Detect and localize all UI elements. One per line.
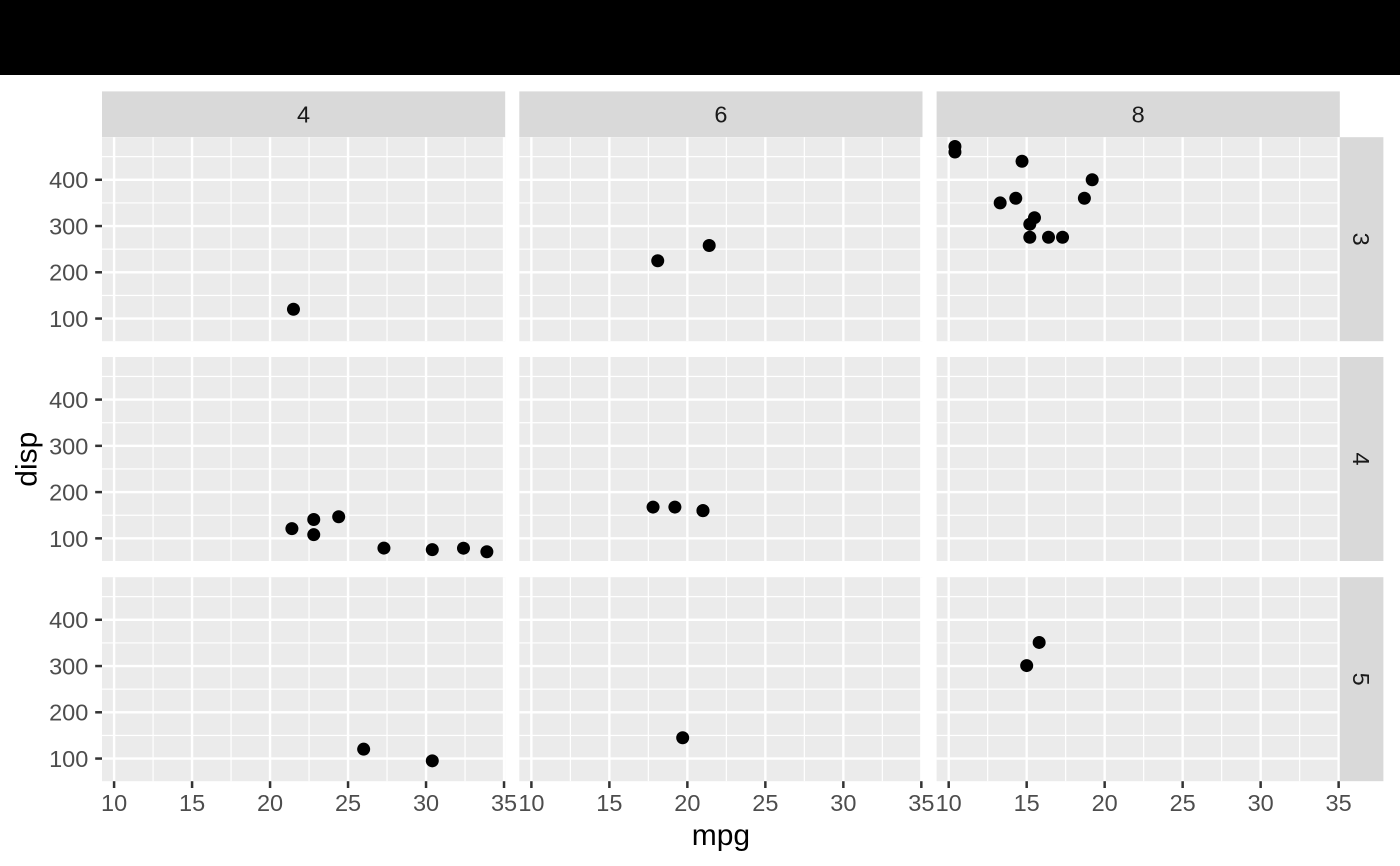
svg-text:3: 3 — [1348, 233, 1374, 246]
svg-text:35: 35 — [1326, 790, 1352, 816]
svg-text:8: 8 — [1132, 102, 1145, 128]
svg-text:200: 200 — [49, 700, 88, 726]
svg-text:25: 25 — [335, 790, 361, 816]
svg-text:20: 20 — [1092, 790, 1118, 816]
svg-text:35: 35 — [908, 790, 934, 816]
svg-text:25: 25 — [752, 790, 778, 816]
svg-text:35: 35 — [491, 790, 517, 816]
svg-text:25: 25 — [1170, 790, 1196, 816]
svg-text:15: 15 — [1014, 790, 1040, 816]
svg-text:200: 200 — [49, 480, 88, 506]
svg-text:mpg: mpg — [692, 819, 750, 852]
svg-text:disp: disp — [11, 432, 44, 487]
svg-text:15: 15 — [179, 790, 205, 816]
svg-text:10: 10 — [518, 790, 544, 816]
svg-text:20: 20 — [674, 790, 700, 816]
svg-text:400: 400 — [49, 387, 88, 413]
svg-text:10: 10 — [936, 790, 962, 816]
svg-text:4: 4 — [1348, 452, 1374, 465]
svg-text:15: 15 — [596, 790, 622, 816]
svg-text:100: 100 — [49, 746, 88, 772]
svg-text:100: 100 — [49, 526, 88, 552]
svg-text:300: 300 — [49, 213, 88, 239]
svg-text:30: 30 — [413, 790, 439, 816]
svg-text:200: 200 — [49, 260, 88, 286]
svg-text:400: 400 — [49, 167, 88, 193]
svg-text:30: 30 — [830, 790, 856, 816]
svg-text:4: 4 — [297, 102, 310, 128]
svg-text:100: 100 — [49, 306, 88, 332]
svg-text:10: 10 — [101, 790, 127, 816]
svg-text:300: 300 — [49, 433, 88, 459]
svg-text:5: 5 — [1348, 673, 1374, 686]
svg-text:300: 300 — [49, 653, 88, 679]
svg-text:30: 30 — [1248, 790, 1274, 816]
svg-text:400: 400 — [49, 607, 88, 633]
svg-text:20: 20 — [257, 790, 283, 816]
svg-text:6: 6 — [714, 102, 727, 128]
